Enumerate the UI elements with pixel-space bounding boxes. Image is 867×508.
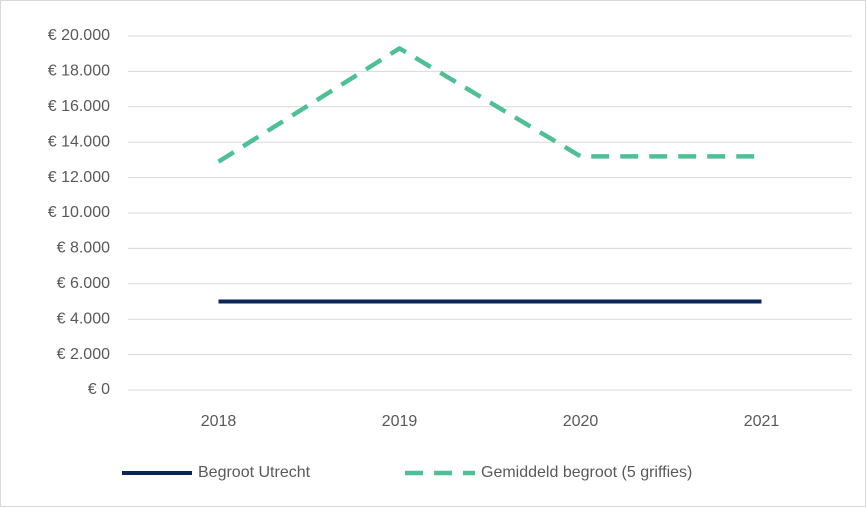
- y-tick-label: € 8.000: [57, 240, 110, 257]
- y-tick-label: € 6.000: [57, 275, 110, 292]
- y-tick-label: € 12.000: [48, 169, 110, 186]
- y-tick-label: € 16.000: [48, 98, 110, 115]
- y-tick-label: € 0: [88, 381, 110, 398]
- y-tick-label: € 14.000: [48, 133, 110, 150]
- y-tick-label: € 20.000: [48, 27, 110, 44]
- x-tick-label: 2021: [744, 413, 780, 430]
- x-tick-label: 2019: [382, 413, 418, 430]
- x-tick-label: 2018: [201, 413, 237, 430]
- y-tick-label: € 2.000: [57, 346, 110, 363]
- y-tick-label: € 18.000: [48, 63, 110, 80]
- y-tick-label: € 4.000: [57, 310, 110, 327]
- legend-label: Gemiddeld begroot (5 griffies): [481, 464, 692, 481]
- legend-label: Begroot Utrecht: [198, 464, 311, 481]
- x-tick-label: 2020: [563, 413, 599, 430]
- y-tick-label: € 10.000: [48, 204, 110, 221]
